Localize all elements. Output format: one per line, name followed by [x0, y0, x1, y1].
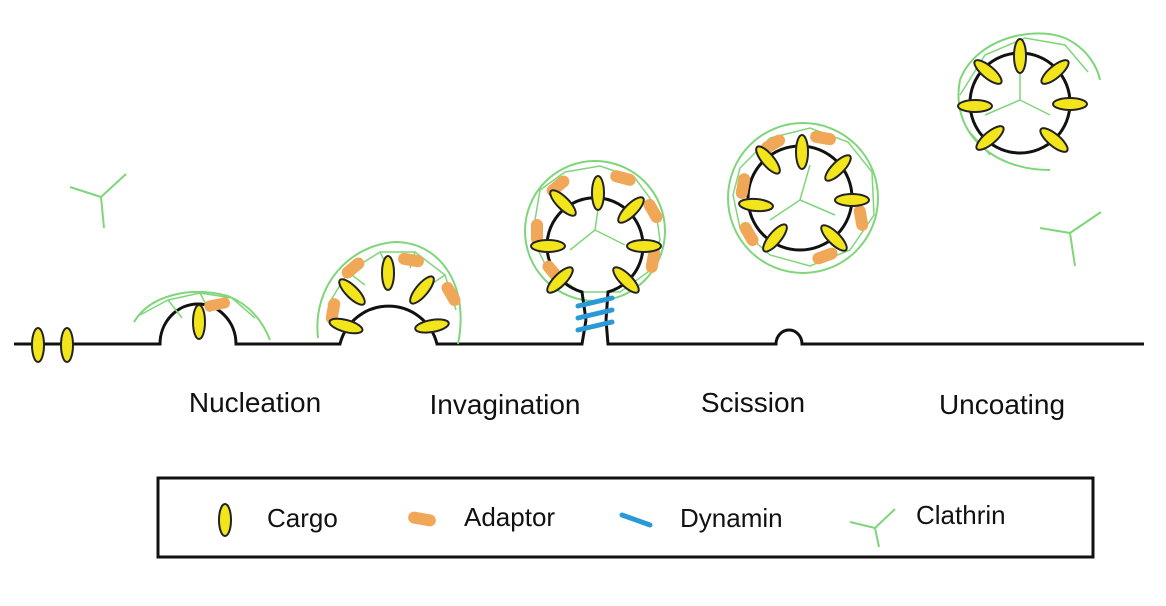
adaptor-icon [735, 173, 751, 199]
legend-label-adaptor: Adaptor [464, 502, 555, 532]
stage-label-uncoating: Uncoating [939, 389, 1065, 420]
cargo-icon [626, 239, 662, 253]
cargo-icon [820, 224, 848, 252]
adaptor-icon [398, 252, 424, 268]
cargo-icon [824, 154, 852, 182]
stage-label-invagination: Invagination [429, 389, 580, 420]
cargo-icon [1052, 97, 1088, 111]
adaptor-icon [531, 219, 543, 245]
cargo-icon [738, 197, 774, 213]
membrane-cargo-group [31, 327, 74, 363]
stage-label-scission: Scission [701, 387, 805, 418]
cargo-icon [591, 175, 605, 211]
cargo-icon [1040, 59, 1070, 85]
cargo-icon [612, 266, 640, 294]
adaptor-icon [408, 511, 436, 527]
adaptor-icon [204, 297, 231, 312]
adaptor-icon [325, 298, 341, 324]
adaptor-icon [853, 205, 869, 231]
clathrin-triskelion [1039, 211, 1102, 267]
adaptor-icon [643, 198, 663, 224]
plasma-membrane [14, 302, 1144, 346]
cargo-icon [192, 304, 206, 340]
dynamin-icon [619, 512, 653, 528]
cargo-icon [546, 266, 574, 294]
legend-label-cargo: Cargo [267, 503, 338, 533]
cargo-icon [218, 503, 232, 537]
adaptor-icon [739, 221, 759, 247]
cargo-icon [834, 193, 870, 207]
cargo-icon [957, 99, 993, 113]
cargo-icon [973, 59, 1003, 85]
cargo-icon [409, 275, 435, 305]
adaptor-icon [810, 130, 836, 146]
cargo-icon [549, 189, 577, 217]
adaptor-icon [812, 247, 838, 265]
legend-label-dynamin: Dynamin [680, 503, 783, 533]
cargo-icon [530, 239, 566, 253]
cargo-icon [755, 145, 781, 175]
cargo-icon [617, 196, 645, 224]
adaptor-icon [441, 281, 461, 307]
adaptor-icon [341, 257, 365, 279]
cargo-icon [31, 327, 45, 363]
cargo-icon [1039, 127, 1069, 153]
cargo-icon [414, 318, 450, 334]
cargo-icon [762, 223, 788, 253]
adaptor-icon [610, 170, 636, 186]
cargo-icon [1013, 38, 1027, 74]
cargo-icon [60, 327, 74, 363]
legend: Cargo Adaptor Dynamin Clathrin [156, 476, 1095, 559]
legend-label-clathrin: Clathrin [916, 500, 1006, 530]
nucleation-pit [133, 291, 271, 341]
cargo-icon [328, 317, 364, 335]
cargo-icon [381, 255, 395, 291]
budding-vesicle [524, 160, 666, 333]
cargo-icon [795, 134, 809, 170]
dynamin-ring [575, 295, 615, 333]
cargo-icon [338, 278, 366, 306]
invagination-pit [316, 240, 462, 345]
uncoating-vesicle [957, 32, 1101, 171]
adaptor-icon [760, 134, 786, 154]
clathrin-icon [849, 508, 896, 548]
adaptor-icon [645, 247, 661, 273]
coated-vesicle [727, 122, 879, 274]
stage-label-nucleation: Nucleation [189, 387, 321, 418]
cargo-icon [975, 125, 1005, 151]
clathrin-triskelion [69, 173, 127, 229]
